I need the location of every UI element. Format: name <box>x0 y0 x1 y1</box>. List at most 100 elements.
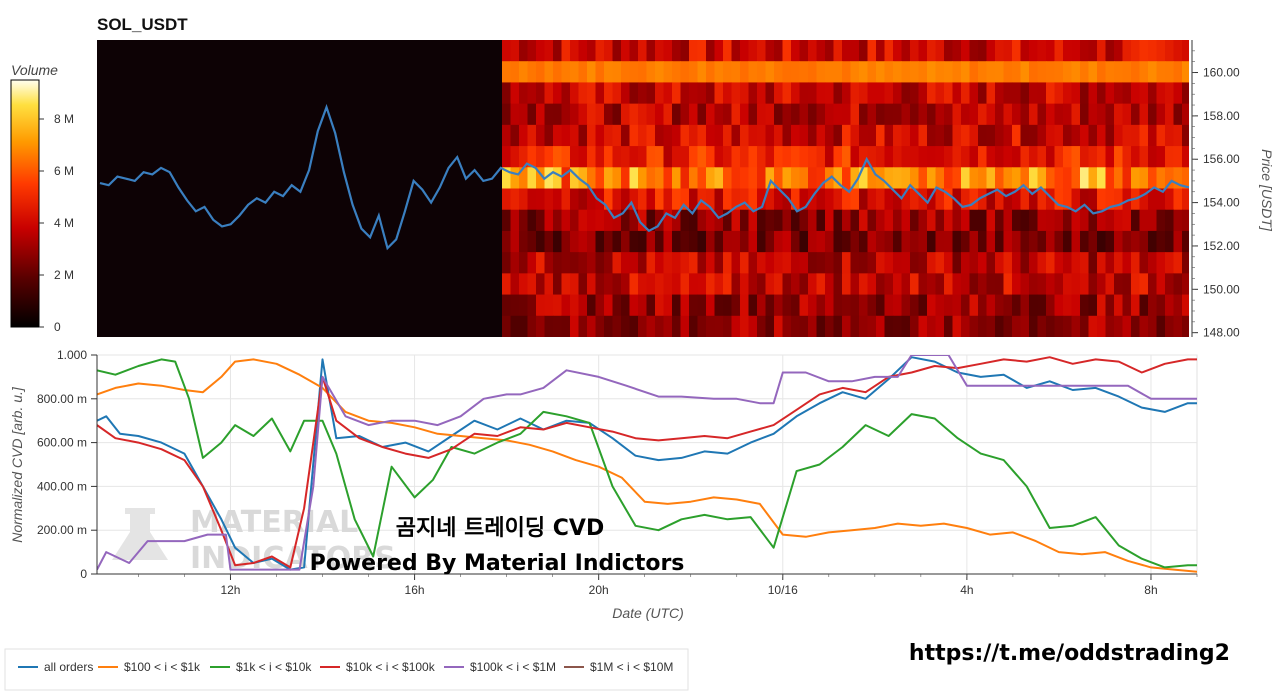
heatmap-cell <box>1037 146 1047 168</box>
heatmap-cell <box>621 315 630 337</box>
heatmap-cell <box>1046 188 1055 211</box>
telegram-url[interactable]: https://t.me/oddstrading2 <box>909 641 1230 666</box>
heatmap-cell <box>893 124 902 147</box>
heatmap-cell <box>740 82 749 105</box>
heatmap-cell <box>748 103 758 126</box>
heatmap-cell <box>910 230 919 253</box>
heatmap-cell <box>833 61 843 83</box>
heatmap-cell <box>1003 230 1013 253</box>
heatmap-cell <box>1003 315 1013 337</box>
heatmap-panel: 148.00 150.00 152.00 154.00 156.00 158.00 160.… <box>97 40 1275 340</box>
colorbar-tick-label: 0 <box>54 320 61 334</box>
heatmap-cell <box>697 103 707 126</box>
heatmap-cell <box>825 209 834 232</box>
heatmap-cell <box>918 252 928 274</box>
heatmap-cell <box>638 273 647 296</box>
heatmap-cell <box>519 146 528 168</box>
heatmap-cell <box>995 315 1004 337</box>
heatmap-cell <box>544 124 554 147</box>
heatmap-cell <box>1054 252 1064 274</box>
heatmap-cell <box>842 146 851 168</box>
heatmap-cell <box>689 82 698 105</box>
legend-item-label: $1k < i < $10k <box>236 660 312 674</box>
heatmap-cell <box>544 167 554 189</box>
heatmap-cell <box>884 252 894 274</box>
heatmap-cell <box>697 40 707 62</box>
heatmap-cell <box>646 61 656 83</box>
heatmap-cell <box>689 188 698 211</box>
heatmap-cell <box>544 294 554 317</box>
cvd-series-line <box>97 358 1197 573</box>
heatmap-cell <box>918 167 928 189</box>
colorbar-label: Volume <box>11 62 58 78</box>
heatmap-cell <box>1105 230 1115 253</box>
heatmap-cell <box>782 146 792 168</box>
heatmap-cell <box>952 124 962 147</box>
heatmap-cell <box>1148 61 1157 83</box>
heatmap-cell <box>1131 252 1140 274</box>
heatmap-cell <box>808 82 817 105</box>
heatmap-cell <box>833 209 843 232</box>
heatmap-cell <box>952 209 962 232</box>
heatmap-cell <box>1029 188 1038 211</box>
legend-item-label: $10k < i < $100k <box>346 660 436 674</box>
heatmap-cell <box>740 315 749 337</box>
heatmap-cell <box>723 252 732 274</box>
heatmap-cell <box>825 294 834 317</box>
heatmap-cell <box>995 188 1004 211</box>
heatmap-cell <box>1122 188 1132 211</box>
heatmap-cell <box>680 188 690 211</box>
heatmap-cell <box>604 82 613 105</box>
heatmap-cell <box>935 61 945 83</box>
heatmap-cell <box>893 103 902 126</box>
heatmap-cell <box>961 124 970 147</box>
heatmap-cell <box>706 82 715 105</box>
heatmap-cell <box>578 188 588 211</box>
heatmap-cell <box>1088 40 1098 62</box>
heatmap-cell <box>638 61 647 83</box>
heatmap-cell <box>893 294 902 317</box>
heatmap-cell <box>697 273 707 296</box>
heatmap-cell <box>978 315 987 337</box>
heatmap-cell <box>842 82 851 105</box>
heatmap-cell <box>544 103 554 126</box>
heatmap-cell <box>706 188 715 211</box>
heatmap-cell <box>697 188 707 211</box>
heatmap-cell <box>527 273 537 296</box>
heatmap-cell <box>961 209 970 232</box>
heatmap-cell <box>629 103 639 126</box>
heatmap-cell <box>986 230 996 253</box>
heatmap-cell <box>740 61 749 83</box>
heatmap-cell <box>774 209 783 232</box>
heatmap-cell <box>740 167 749 189</box>
heatmap-cell <box>1182 103 1189 126</box>
heatmap-cell <box>842 124 851 147</box>
heatmap-cell <box>638 294 647 317</box>
heatmap-cell <box>918 40 928 62</box>
heatmap-cell <box>570 61 579 83</box>
heatmap-cell <box>782 252 792 274</box>
heatmap-cell <box>672 230 681 253</box>
heatmap-cell <box>1131 209 1140 232</box>
heatmap-cell <box>519 315 528 337</box>
heatmap-cell <box>918 294 928 317</box>
heatmap-cell <box>757 146 766 168</box>
heatmap-cell <box>1003 124 1013 147</box>
heatmap-cell <box>893 273 902 296</box>
heatmap-cell <box>519 167 528 189</box>
heatmap-cell <box>986 209 996 232</box>
heatmap-cell <box>1165 146 1174 168</box>
heatmap-cell <box>638 40 647 62</box>
heatmap-cell <box>587 40 596 62</box>
heatmap-cell <box>1063 252 1072 274</box>
heatmap-cell <box>672 294 681 317</box>
heatmap-cell <box>638 252 647 274</box>
heatmap-cell <box>1139 61 1149 83</box>
heatmap-cell <box>519 82 528 105</box>
heatmap-cell <box>570 315 579 337</box>
heatmap-cell <box>935 82 945 105</box>
heatmap-cell <box>502 294 511 317</box>
heatmap-cell <box>833 103 843 126</box>
heatmap-cell <box>1029 230 1038 253</box>
price-tick-label: 152.00 <box>1203 239 1240 253</box>
